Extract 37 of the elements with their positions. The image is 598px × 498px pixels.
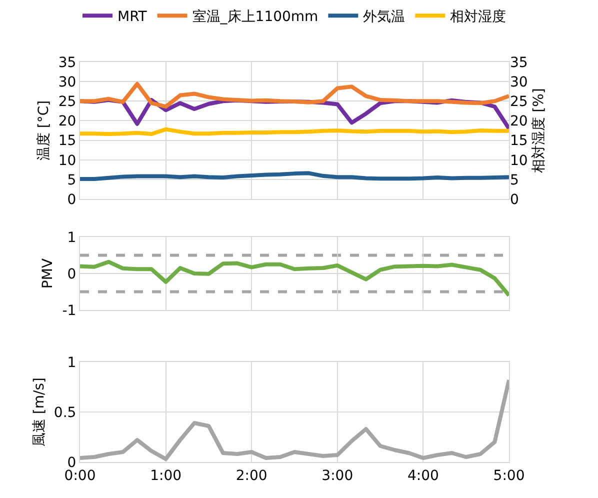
y-tick-label: 15 — [58, 133, 76, 150]
x-tick-label: 2:00 — [236, 468, 268, 484]
y-tick-label: -1 — [62, 302, 76, 319]
y2-tick-label: 35 — [510, 54, 528, 71]
y-tick-label: 20 — [58, 114, 76, 130]
y-axis-title: PMV — [40, 258, 56, 289]
line-series — [80, 260, 509, 298]
x-tick-label: 1:00 — [150, 468, 182, 484]
y-tick-label: 0.5 — [54, 404, 76, 421]
y-tick-label: 25 — [58, 94, 76, 110]
x-tick-label: 3:00 — [322, 468, 354, 484]
y-tick-label: 5 — [67, 172, 76, 188]
y-axis-title: 風速 [m/s] — [32, 377, 48, 447]
y-axis-title: 温度 [°C] — [36, 100, 52, 161]
y2-tick-label: 0 — [510, 192, 519, 208]
y-tick-label: 1 — [67, 230, 76, 246]
legend-label: MRT — [118, 9, 148, 26]
y2-tick-label: 25 — [510, 94, 528, 110]
y-tick-label: 1 — [67, 354, 76, 371]
y2-tick-label: 30 — [510, 74, 528, 90]
y-tick-label: 30 — [58, 74, 76, 90]
legend-label: 外気温 — [363, 9, 406, 26]
y2-tick-label: 20 — [510, 114, 528, 130]
y2-tick-label: 5 — [510, 172, 519, 188]
line-series — [80, 82, 509, 109]
y-tick-label: 0 — [67, 192, 76, 208]
y2-axis-title: 相対湿度 [%] — [531, 88, 548, 173]
line-series — [80, 378, 509, 461]
y2-tick-label: 15 — [510, 133, 528, 150]
legend-label: 相対湿度 — [450, 9, 506, 26]
legend-label: 室温_床上1100mm — [192, 9, 318, 26]
y-tick-label: 35 — [58, 54, 76, 71]
x-tick-label: 5:00 — [493, 468, 525, 484]
y2-tick-label: 10 — [510, 152, 528, 169]
x-tick-label: 4:00 — [407, 468, 439, 484]
y-tick-label: 0 — [67, 266, 76, 282]
y-tick-label: 10 — [58, 152, 76, 169]
